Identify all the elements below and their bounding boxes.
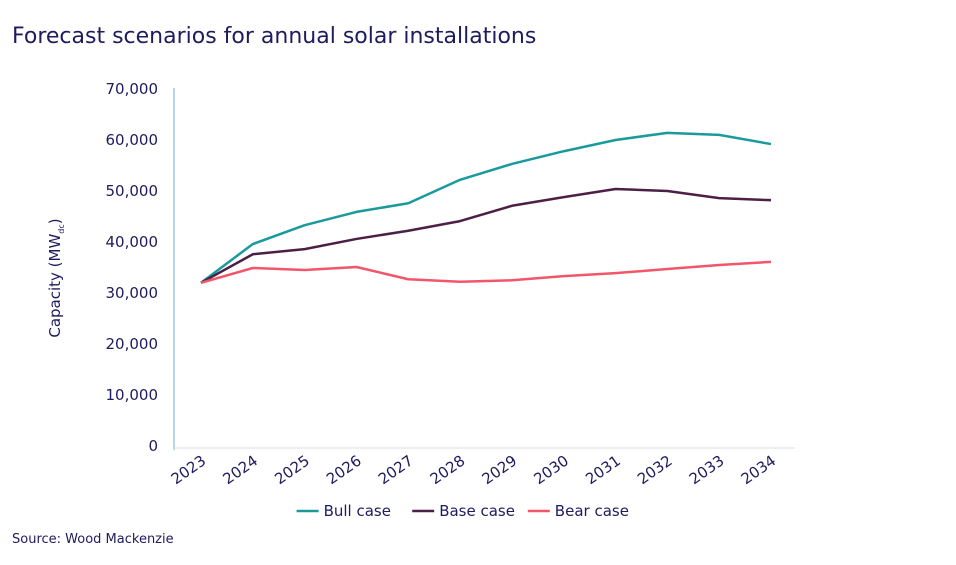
x-tick-label: 2025 [271, 452, 313, 489]
x-tick-label: 2030 [530, 452, 572, 489]
legend-label: Bull case [324, 502, 391, 520]
y-label-sub: dc [57, 224, 66, 233]
y-tick-label: 70,000 [106, 80, 159, 98]
x-tick-label: 2026 [323, 452, 365, 489]
x-tick-label: 2033 [686, 452, 728, 489]
x-tick-label: 2029 [479, 452, 521, 489]
y-axis-label: Capacity (MWdc) [46, 218, 66, 337]
legend-label: Bear case [555, 502, 629, 520]
series-line [200, 260, 772, 285]
x-tick-label: 2032 [634, 452, 676, 489]
y-tick-label: 0 [148, 437, 158, 455]
x-tick-label: 2023 [168, 452, 210, 489]
x-tick-label: 2027 [375, 452, 417, 489]
series-line [200, 187, 772, 284]
x-tick-label: 2028 [427, 452, 469, 489]
y-label-end: ) [46, 218, 64, 224]
x-tick-label: 2024 [220, 452, 262, 489]
legend-label: Base case [439, 502, 515, 520]
y-tick-label: 40,000 [106, 233, 159, 251]
y-tick-label: 10,000 [106, 386, 159, 404]
y-label-main: Capacity (MW [46, 234, 64, 338]
y-tick-label: 30,000 [106, 284, 159, 302]
y-tick-label: 50,000 [106, 182, 159, 200]
series-line [200, 131, 772, 284]
y-tick-label: 60,000 [106, 131, 159, 149]
x-tick-label: 2031 [582, 452, 624, 489]
x-tick-label: 2034 [738, 452, 780, 489]
source: Source: Wood Mackenzie [12, 532, 174, 547]
y-tick-label: 20,000 [106, 335, 159, 353]
chart-title: Forecast scenarios for annual solar inst… [12, 24, 536, 49]
